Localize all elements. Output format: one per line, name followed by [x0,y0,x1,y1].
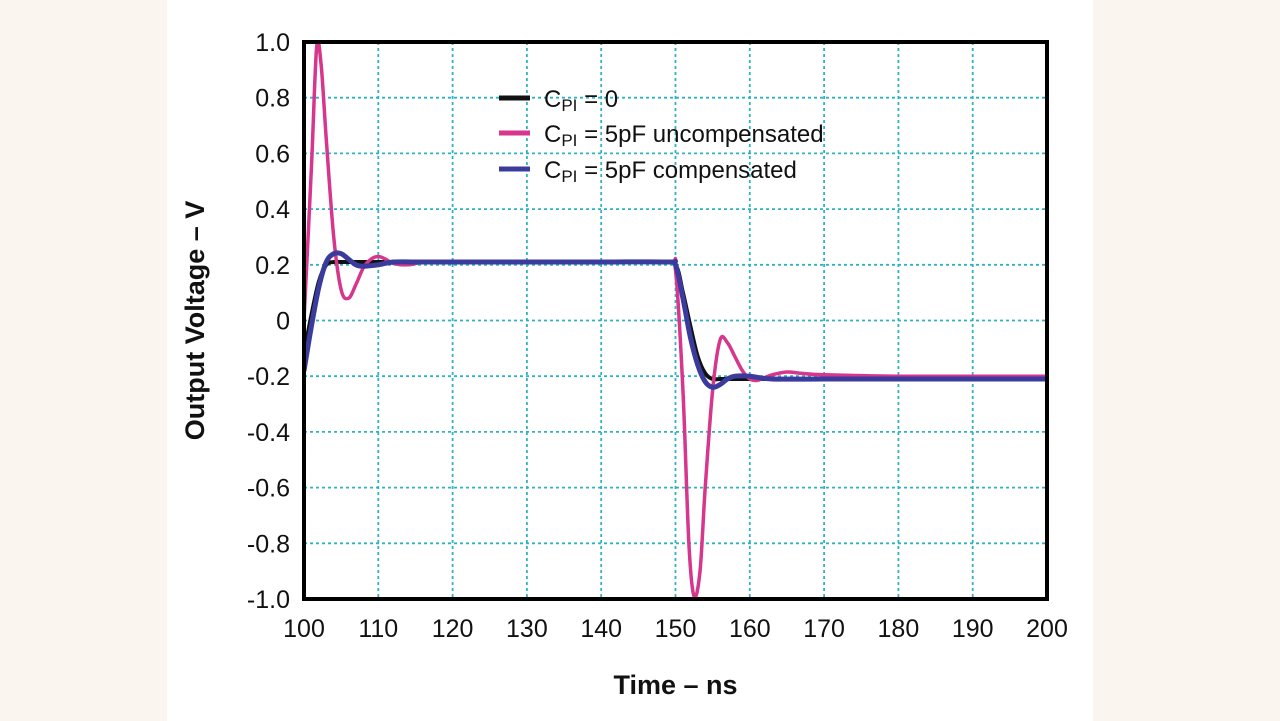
y-tick-label: 0 [276,308,290,336]
y-tick-label: -0.2 [247,363,290,391]
legend: CPI = 0 CPI = 5pF uncompensated CPI = 5pF … [499,86,824,186]
y-tick-label: 0.6 [255,140,290,168]
x-tick-label: 200 [1026,615,1068,643]
y-axis-label: Output Voltage – V [180,201,210,441]
x-tick-label: 150 [655,615,697,643]
y-tick-label: -0.8 [247,530,290,558]
x-tick-label: 170 [803,615,845,643]
y-tick-label: 0.2 [255,252,290,280]
legend-entry-cpi-5pf-uncompensated: CPI = 5pF uncompensated [544,121,824,150]
y-tick-label: 0.8 [255,85,290,113]
series-group [304,42,1047,599]
y-tick-label: -1.0 [247,586,290,614]
x-tick-label: 160 [729,615,771,643]
x-tick-label: 130 [506,615,548,643]
x-axis-label: Time – ns [613,670,737,700]
x-tick-label: 100 [283,615,325,643]
plot-frame [302,40,1049,601]
legend-entry-cpi-5pf-compensated: CPI = 5pF compensated [544,157,797,186]
y-tick-labels: 1.0 0.8 0.6 0.4 0.2 0 -0.2 -0.4 -0.6 -0.8 -1.0 [247,29,290,614]
legend-entry-cpi-0: CPI = 0 [544,86,618,115]
y-tick-label: -0.6 [247,475,290,503]
y-tick-label: 1.0 [255,29,290,57]
x-tick-label: 190 [952,615,994,643]
y-tick-label: 0.4 [255,196,290,224]
x-tick-label: 140 [580,615,622,643]
y-tick-label: -0.4 [247,419,290,447]
x-tick-labels: 100 110 120 130 140 150 160 170 180 190 200 [283,615,1068,643]
x-tick-label: 180 [878,615,920,643]
x-tick-label: 110 [358,615,398,643]
x-tick-label: 120 [432,615,474,643]
series-line-cpi-5pf-compensated [304,250,1047,390]
